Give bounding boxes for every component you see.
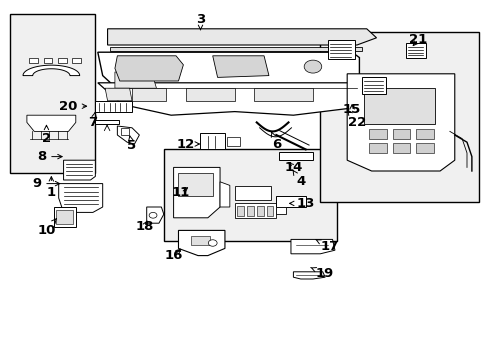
Text: 11: 11: [171, 186, 190, 199]
Bar: [392, 143, 409, 153]
Polygon shape: [178, 230, 224, 256]
Bar: [95, 101, 132, 112]
Bar: [415, 143, 433, 153]
Bar: [163, 149, 337, 241]
Text: 6: 6: [271, 132, 280, 150]
Bar: [200, 133, 224, 149]
Bar: [10, 14, 95, 173]
Bar: [361, 77, 386, 94]
Bar: [43, 58, 52, 63]
Polygon shape: [220, 182, 229, 207]
Text: 22: 22: [347, 111, 366, 129]
Bar: [227, 137, 239, 146]
Text: 5: 5: [127, 136, 136, 152]
Bar: [29, 58, 38, 63]
Bar: [364, 88, 434, 124]
Text: 9: 9: [32, 177, 60, 190]
Bar: [415, 129, 433, 139]
Text: 12: 12: [176, 138, 199, 150]
Polygon shape: [63, 160, 95, 180]
Text: 15: 15: [342, 103, 361, 116]
Text: 14: 14: [284, 161, 302, 174]
Text: 3: 3: [196, 13, 204, 30]
Bar: [266, 206, 273, 216]
Bar: [278, 152, 312, 160]
Polygon shape: [290, 239, 334, 254]
Text: 1: 1: [47, 177, 56, 199]
Bar: [234, 186, 271, 200]
Polygon shape: [115, 72, 156, 88]
Text: 8: 8: [37, 150, 62, 163]
Bar: [190, 236, 210, 245]
Polygon shape: [346, 74, 454, 171]
Polygon shape: [27, 115, 76, 131]
Polygon shape: [117, 126, 139, 144]
Bar: [320, 32, 478, 202]
Polygon shape: [110, 47, 361, 51]
Bar: [405, 43, 426, 58]
Polygon shape: [146, 207, 163, 223]
Text: 21: 21: [408, 33, 427, 46]
Polygon shape: [98, 52, 359, 104]
Polygon shape: [115, 56, 183, 81]
Text: 20: 20: [59, 100, 86, 113]
Polygon shape: [185, 88, 234, 101]
Polygon shape: [105, 88, 132, 101]
Text: 19: 19: [310, 267, 334, 280]
Bar: [58, 58, 66, 63]
Text: 10: 10: [37, 219, 56, 237]
Polygon shape: [293, 272, 325, 279]
Bar: [276, 196, 305, 207]
Bar: [178, 173, 212, 196]
Bar: [392, 129, 409, 139]
Polygon shape: [98, 83, 359, 115]
Bar: [95, 120, 119, 124]
Bar: [121, 128, 128, 135]
Bar: [368, 143, 386, 153]
Bar: [234, 203, 276, 218]
Bar: [256, 206, 263, 216]
Polygon shape: [23, 65, 80, 76]
Bar: [72, 58, 81, 63]
Polygon shape: [132, 88, 166, 101]
Bar: [327, 40, 354, 59]
Text: 13: 13: [289, 197, 314, 210]
Circle shape: [149, 212, 157, 218]
Text: 16: 16: [164, 249, 183, 262]
Polygon shape: [173, 167, 220, 218]
Polygon shape: [254, 88, 312, 101]
Text: 18: 18: [135, 220, 153, 233]
Text: 4: 4: [292, 170, 305, 188]
Text: 2: 2: [42, 125, 51, 145]
Polygon shape: [212, 56, 268, 77]
Circle shape: [304, 60, 321, 73]
Text: 17: 17: [315, 239, 339, 253]
Circle shape: [208, 240, 217, 246]
Polygon shape: [107, 29, 376, 45]
Bar: [54, 207, 76, 227]
Bar: [368, 129, 386, 139]
Polygon shape: [59, 184, 102, 212]
Bar: [56, 210, 73, 224]
Text: 7: 7: [88, 113, 97, 129]
Polygon shape: [276, 207, 285, 214]
Bar: [246, 206, 253, 216]
Bar: [237, 206, 244, 216]
